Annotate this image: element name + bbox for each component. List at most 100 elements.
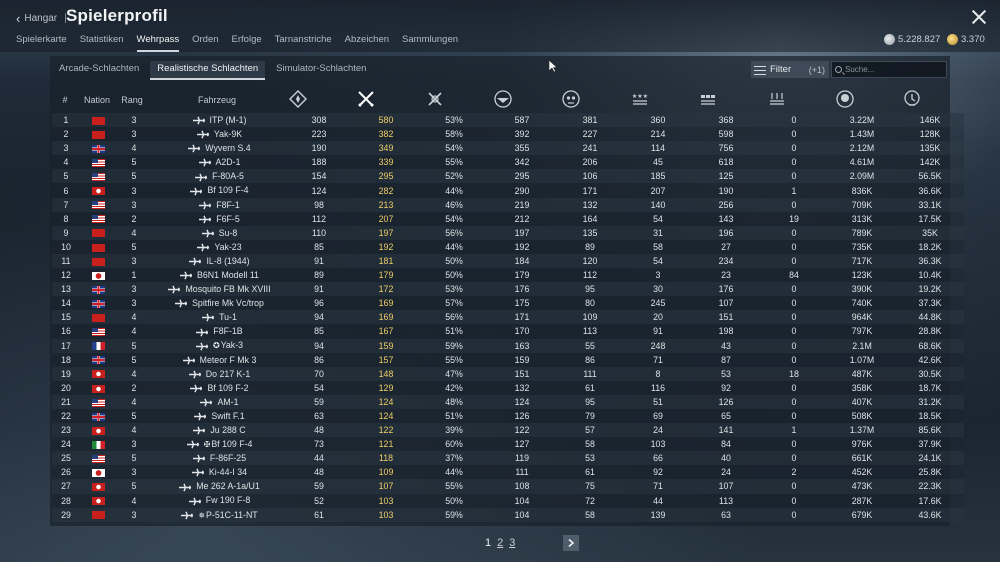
table-row[interactable]: 16 4 F8F-1B 85 167 51% 170 113 91 198 0 797K 28.8K (52, 324, 964, 339)
vehicle-cell[interactable]: Ju 288 C (152, 423, 286, 437)
vehicle-name: IL-8 (1944) (206, 255, 250, 266)
tab-orden[interactable]: Orden (192, 34, 219, 45)
tab-tarnanstriche[interactable]: Tarnanstriche (274, 34, 332, 45)
vehicle-cell[interactable]: Tu-1 (152, 310, 286, 324)
battles-cell: 124 (378, 396, 394, 407)
rank-cell: 5 (131, 481, 137, 492)
tab-abzeichen[interactable]: Abzeichen (344, 34, 390, 45)
tab-simulator[interactable]: Simulator-Schlachten (276, 63, 367, 74)
vehicle-cell[interactable]: IL-8 (1944) (152, 254, 286, 268)
next-page-button[interactable] (563, 535, 579, 551)
vehicle-cell[interactable]: Yak-23 (152, 240, 286, 254)
table-row[interactable]: 13 3 Mosquito FB Mk XVIII 91 172 53% 176 95 30 17… (52, 282, 964, 297)
table-row[interactable]: 4 5 A2D-1 188 339 55% 342 206 45 618 0 4.61M 142K (52, 155, 964, 170)
close-icon[interactable] (970, 8, 988, 26)
tab-wehrpass[interactable]: Wehrpass (136, 34, 180, 52)
missions-cell: 190 (311, 143, 327, 154)
vehicle-cell[interactable]: A2D-1 (152, 155, 286, 169)
table-row[interactable]: 23 4 Ju 288 C 48 122 39% 122 57 24 141 1 1.37M 85.6K (52, 423, 964, 438)
vehicle-cell[interactable]: F-80A-5 (152, 169, 286, 183)
table-row[interactable]: 19 4 Do 217 K-1 70 148 47% 151 111 8 53 18 487K 30.5… (52, 366, 964, 381)
tab-sammlungen[interactable]: Sammlungen (402, 34, 459, 45)
page-link[interactable]: 3 (509, 537, 516, 549)
vehicle-cell[interactable]: AM-1 (152, 395, 286, 409)
tab-statistiken[interactable]: Statistiken (79, 34, 124, 45)
battles-icon[interactable] (356, 89, 376, 109)
vehicle-cell[interactable]: F6F-5 (152, 212, 286, 226)
vehicle-cell[interactable]: Me 262 A-1a/U1 (152, 479, 286, 493)
page-link[interactable]: 2 (497, 537, 504, 549)
table-row[interactable]: 1 3 ITP (M-1) 308 580 53% 587 381 360 368 0 3.22M 14… (52, 113, 964, 128)
silver-earned-cell: 4.61M (849, 157, 875, 168)
table-row[interactable]: 18 5 Meteor F Mk 3 86 157 55% 159 86 71 87 0 1.07M 4… (52, 352, 964, 367)
tab-arcade[interactable]: Arcade-Schlachten (59, 63, 140, 74)
vehicle-cell[interactable]: B6N1 Modell 11 (152, 268, 286, 282)
table-row[interactable]: 3 4 Wyvern S.4 190 349 54% 355 241 114 756 0 2.12M 1… (52, 141, 964, 156)
col-number[interactable]: # (62, 95, 68, 105)
col-rank[interactable]: Rang (121, 95, 143, 105)
vehicle-cell[interactable]: ITP (M-1) (152, 113, 286, 127)
table-row[interactable]: 14 3 Spitfire Mk Vc/trop 96 169 57% 175 80 245 10… (52, 296, 964, 311)
table-row[interactable]: 11 3 IL-8 (1944) 91 181 50% 184 120 54 234 0 717K 36… (52, 253, 964, 269)
vehicle-cell[interactable]: Yak-9K (152, 127, 286, 141)
vehicle-cell[interactable]: Wyvern S.4 (152, 141, 286, 155)
back-to-hangar-link[interactable]: ‹ Hangar | (16, 11, 70, 26)
table-row[interactable]: 9 4 Su-8 110 197 56% 197 135 31 196 0 789K 35K (52, 225, 964, 240)
tab-erfolge[interactable]: Erfolge (231, 34, 262, 45)
vehicle-cell[interactable]: Mosquito FB Mk XVIII (152, 282, 286, 296)
deaths-cell: 241 (582, 143, 598, 154)
filter-button[interactable]: Filter (+1) (751, 61, 829, 78)
silver-earned-icon[interactable] (835, 89, 855, 109)
vehicle-cell[interactable]: Fw 190 F-8 (152, 494, 286, 508)
table-row[interactable]: 2 3 Yak-9K 223 382 58% 392 227 214 598 0 1.43M 128K (52, 127, 964, 142)
vehicle-cell[interactable]: Do 217 K-1 (152, 367, 286, 381)
deaths-cell: 55 (585, 340, 595, 351)
table-row[interactable]: 10 5 Yak-23 85 192 44% 192 89 58 27 0 735K 18.2K (52, 239, 964, 254)
col-vehicle[interactable]: Fahrzeug (197, 95, 237, 105)
col-nation[interactable]: Nation (83, 95, 111, 105)
table-row[interactable]: 5 5 F-80A-5 154 295 52% 295 106 185 125 0 2.09M 56.5… (52, 169, 964, 184)
tab-realistic[interactable]: Realistische Schlachten (150, 61, 266, 80)
table-row[interactable]: 17 5 ✪Yak-3 94 159 59% 163 55 248 43 0 2.1M 68.6K (52, 338, 964, 353)
vehicle-cell[interactable]: F8F-1 (152, 198, 286, 212)
ground-kills-icon[interactable] (698, 89, 718, 109)
vehicle-cell[interactable]: Ki-44-I 34 (152, 465, 286, 479)
table-row[interactable]: 21 4 AM-1 59 124 48% 124 95 51 126 0 407K 31.2K (52, 394, 964, 409)
naval-kills-icon[interactable] (767, 89, 787, 109)
table-row[interactable]: 24 3 ✠Bf 109 F-4 73 121 60% 127 58 103 84 0 976K 37.… (52, 437, 964, 452)
table-row[interactable]: 12 1 B6N1 Modell 11 89 179 50% 179 112 3 23 84 123K… (52, 268, 964, 283)
ground-kills-cell: 756 (718, 143, 734, 154)
victories-icon[interactable] (425, 89, 445, 109)
deaths-icon[interactable] (561, 89, 581, 109)
table-row[interactable]: 20 2 Bf 109 F-2 54 129 42% 132 61 116 92 0 358K 18.7… (52, 380, 964, 395)
search-input[interactable] (845, 65, 945, 74)
table-row[interactable]: 28 4 Fw 190 F-8 52 103 50% 104 72 44 113 0 287K 17.6… (52, 493, 964, 508)
missions-icon[interactable] (288, 89, 308, 109)
research-points-icon[interactable] (902, 89, 922, 109)
vehicle-cell[interactable]: ✵P-51C-11-NT (152, 508, 286, 522)
table-row[interactable]: 29 3 ✵P-51C-11-NT 61 103 59% 104 58 139 63 0 679K 43… (52, 507, 964, 522)
nation-cell (80, 169, 116, 183)
table-row[interactable]: 15 4 Tu-1 94 169 56% 171 109 20 151 0 964K 44.8K (52, 310, 964, 325)
vehicle-cell[interactable]: Swift F.1 (152, 409, 286, 423)
table-row[interactable]: 7 3 F8F-1 98 213 46% 219 132 140 256 0 709K 33.1K (52, 197, 964, 212)
tab-spielerkarte[interactable]: Spielerkarte (16, 34, 67, 45)
vehicle-cell[interactable]: ✠Bf 109 F-4 (152, 437, 286, 451)
table-row[interactable]: 27 5 Me 262 A-1a/U1 59 107 55% 108 75 71 107 0 473K… (52, 479, 964, 494)
table-row[interactable]: 8 2 F6F-5 112 207 54% 212 164 54 143 19 313K 17.5K (52, 211, 964, 226)
table-row[interactable]: 26 3 Ki-44-I 34 48 109 44% 111 61 92 24 2 452K 25.8K (52, 465, 964, 480)
respawns-icon[interactable] (493, 89, 513, 109)
vehicle-cell[interactable]: ✪Yak-3 (152, 339, 286, 353)
vehicle-cell[interactable]: Su-8 (152, 226, 286, 240)
vehicle-cell[interactable]: F-86F-25 (152, 451, 286, 465)
table-row[interactable]: 6 3 Bf 109 F-4 124 282 44% 290 171 207 190 1 836K 36… (52, 183, 964, 198)
table-row[interactable]: 25 5 F-86F-25 44 118 37% 119 53 66 40 0 661K 24.1K (52, 451, 964, 466)
air-kills-icon[interactable]: ★★★ (630, 89, 650, 109)
vehicle-cell[interactable]: Bf 109 F-4 (152, 183, 286, 197)
vehicle-cell[interactable]: Spitfire Mk Vc/trop (152, 296, 286, 310)
search-box[interactable] (831, 61, 947, 78)
vehicle-cell[interactable]: F8F-1B (152, 324, 286, 338)
vehicle-cell[interactable]: Bf 109 F-2 (152, 381, 286, 395)
table-row[interactable]: 22 5 Swift F.1 63 124 51% 126 79 69 65 0 508K 18.5K (52, 408, 964, 424)
vehicle-cell[interactable]: Meteor F Mk 3 (152, 353, 286, 367)
